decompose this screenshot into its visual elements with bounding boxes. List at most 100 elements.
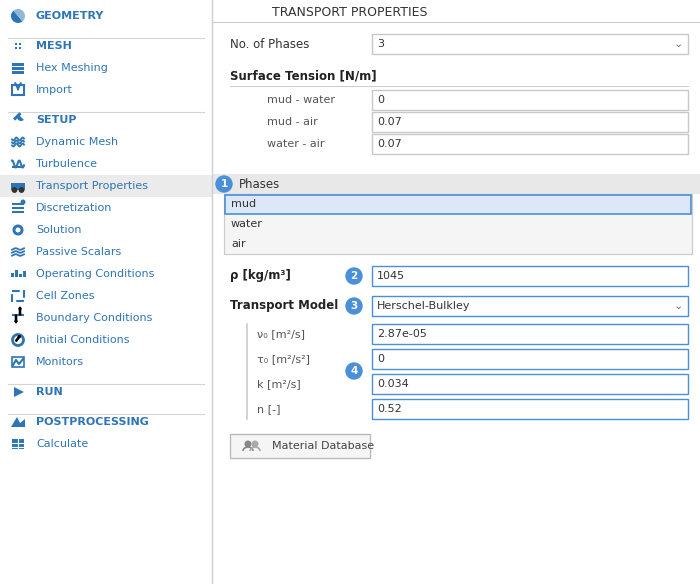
FancyArrow shape (15, 315, 18, 323)
Text: ⌄: ⌄ (673, 301, 682, 311)
Bar (11, 183, 25, 190)
Bar (372, 34, 688, 54)
Bar (12, 439, 24, 449)
Text: mud - air: mud - air (267, 117, 318, 127)
Circle shape (20, 188, 24, 192)
Text: Transport Properties: Transport Properties (36, 181, 148, 191)
Bar (212, 174, 700, 194)
Bar (12, 291, 24, 301)
Bar (372, 112, 688, 132)
Text: Surface Tension [N/m]: Surface Tension [N/m] (230, 69, 377, 82)
Circle shape (15, 228, 20, 232)
Bar (11, 273, 14, 277)
Text: 1045: 1045 (377, 271, 405, 281)
Text: Transport Model: Transport Model (230, 300, 338, 312)
Bar (372, 90, 688, 110)
Circle shape (346, 363, 362, 379)
Bar (230, 434, 370, 458)
Text: Discretization: Discretization (36, 203, 113, 213)
Text: 2.87e-05: 2.87e-05 (377, 329, 427, 339)
Text: Passive Scalars: Passive Scalars (36, 247, 121, 257)
Text: 0.52: 0.52 (377, 404, 402, 414)
Text: ν₀ [m²/s]: ν₀ [m²/s] (257, 329, 305, 339)
Text: 0: 0 (377, 354, 384, 364)
Bar (224, 194, 692, 254)
Bar (15, 47, 18, 50)
Bar (19, 274, 22, 277)
Circle shape (251, 440, 258, 447)
Bar (12, 357, 24, 367)
Text: TRANSPORT PROPERTIES: TRANSPORT PROPERTIES (272, 5, 428, 19)
Text: 0: 0 (377, 95, 384, 105)
Text: 3: 3 (377, 39, 384, 49)
Text: SETUP: SETUP (36, 115, 76, 125)
Text: mud - water: mud - water (267, 95, 335, 105)
Polygon shape (11, 417, 25, 427)
Text: water: water (231, 219, 263, 229)
Text: ⌄: ⌄ (673, 39, 682, 49)
Bar (12, 63, 24, 65)
Wedge shape (17, 114, 24, 121)
Circle shape (346, 268, 362, 284)
Text: Monitors: Monitors (36, 357, 84, 367)
Text: air: air (231, 239, 246, 249)
Bar (12, 166, 24, 168)
Circle shape (346, 298, 362, 314)
Text: 0.07: 0.07 (377, 117, 402, 127)
Circle shape (13, 188, 17, 192)
Text: Solution: Solution (36, 225, 81, 235)
Text: No. of Phases: No. of Phases (230, 37, 309, 50)
Text: τ₀ [m²/s²]: τ₀ [m²/s²] (257, 354, 310, 364)
Text: Material Database: Material Database (265, 441, 374, 451)
Text: n [-]: n [-] (257, 404, 281, 414)
Text: 0.07: 0.07 (377, 139, 402, 149)
Text: Import: Import (36, 85, 73, 95)
Bar (212, 0, 700, 584)
Bar (372, 399, 688, 419)
Circle shape (20, 200, 25, 204)
Circle shape (244, 440, 251, 447)
Text: Herschel-Bulkley: Herschel-Bulkley (377, 301, 470, 311)
Text: Turbulence: Turbulence (36, 159, 97, 169)
Text: 4: 4 (350, 366, 358, 376)
Text: Calculate: Calculate (36, 439, 88, 449)
Text: mud: mud (231, 199, 256, 209)
Bar (372, 324, 688, 344)
Bar (372, 296, 688, 316)
Text: MESH: MESH (36, 41, 72, 51)
Text: 0.034: 0.034 (377, 379, 409, 389)
Text: 1: 1 (220, 179, 228, 189)
Bar (15, 43, 18, 46)
Wedge shape (11, 11, 22, 23)
Bar (23, 271, 26, 277)
Text: 3: 3 (351, 301, 358, 311)
Bar (12, 67, 24, 69)
FancyArrow shape (19, 307, 21, 315)
Bar (13, 112, 22, 121)
Text: Cell Zones: Cell Zones (36, 291, 94, 301)
Bar (0, 0, 212, 584)
Text: POSTPROCESSING: POSTPROCESSING (36, 417, 149, 427)
Bar (19, 47, 22, 50)
FancyArrow shape (15, 335, 20, 342)
Text: k [m²/s]: k [m²/s] (257, 379, 301, 389)
Text: Hex Meshing: Hex Meshing (36, 63, 108, 73)
Wedge shape (13, 9, 25, 22)
Bar (19, 43, 22, 46)
Text: GEOMETRY: GEOMETRY (36, 11, 104, 21)
Circle shape (13, 224, 24, 235)
Bar (224, 194, 692, 254)
Bar (12, 71, 24, 74)
Bar (225, 195, 691, 214)
Bar (372, 134, 688, 154)
Text: 2: 2 (351, 271, 358, 281)
Bar (372, 349, 688, 369)
Text: Operating Conditions: Operating Conditions (36, 269, 155, 279)
Text: RUN: RUN (36, 387, 63, 397)
Text: water - air: water - air (267, 139, 325, 149)
Text: ρ [kg/m³]: ρ [kg/m³] (230, 269, 291, 283)
Bar (12, 85, 24, 95)
Text: Initial Conditions: Initial Conditions (36, 335, 130, 345)
Bar (15, 270, 18, 277)
Bar (225, 195, 691, 214)
